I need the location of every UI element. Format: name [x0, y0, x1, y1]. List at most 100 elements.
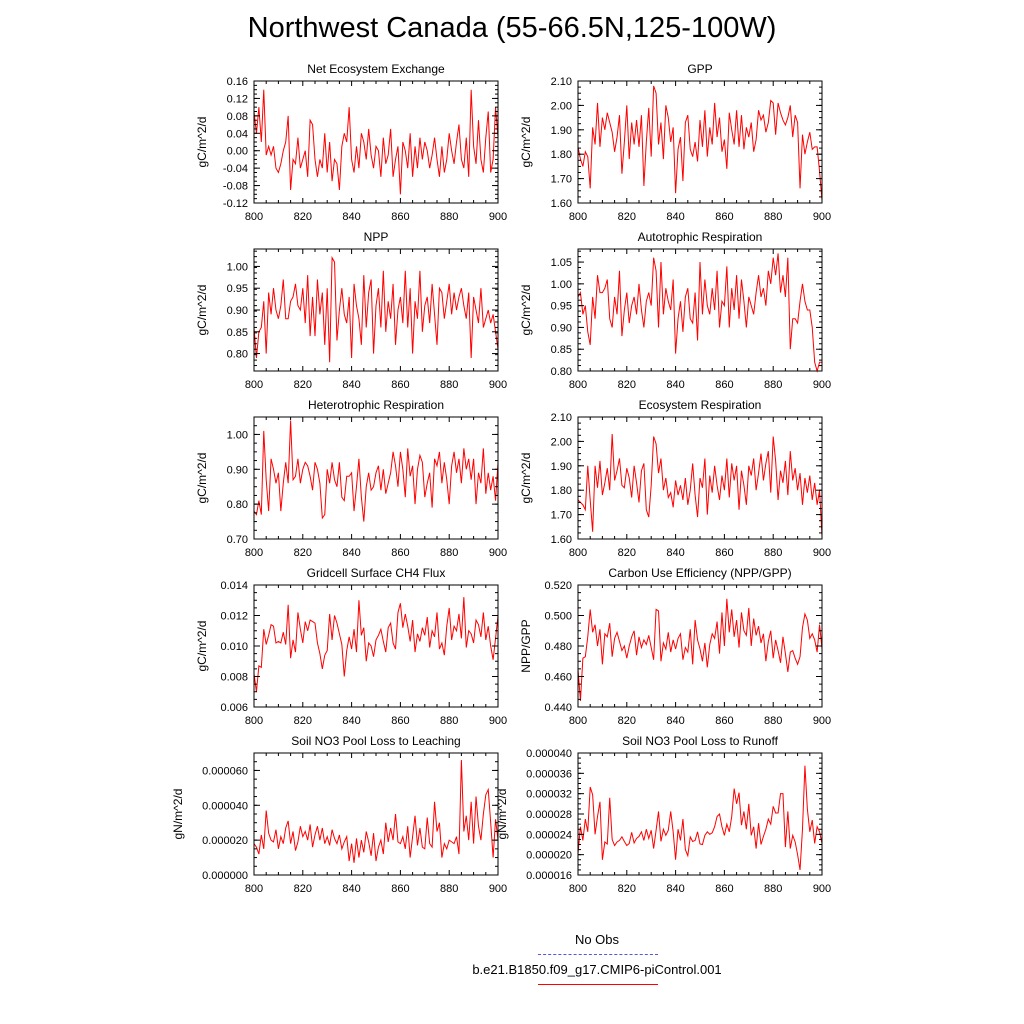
x-tick-label: 900 [813, 211, 831, 223]
series-line [253, 759, 499, 863]
y-tick-label: 0.08 [227, 111, 248, 123]
y-tick-label: 0.80 [551, 366, 572, 378]
plot-frame [577, 80, 823, 204]
x-tick-label: 840 [666, 547, 684, 559]
x-tick-label: 860 [715, 211, 733, 223]
chart-panel-10: 800 820 840 860 880 900 0.000016 0.000020 0.0000… [495, 734, 831, 895]
y-tick-label: 2.00 [551, 100, 572, 112]
y-tick-label: 0.520 [544, 580, 572, 592]
x-tick-label: 880 [764, 211, 782, 223]
x-tick-label: 880 [764, 547, 782, 559]
y-tick-label: 0.500 [544, 611, 572, 623]
x-tick-label: 880 [440, 379, 458, 391]
chart-title: Soil NO3 Pool Loss to Leaching [291, 734, 460, 748]
x-tick-label: 800 [245, 715, 263, 727]
x-tick-label: 800 [245, 211, 263, 223]
y-tick-label: 0.000000 [202, 870, 248, 882]
x-tick-label: 800 [245, 547, 263, 559]
x-tick-label: 880 [764, 379, 782, 391]
y-axis-label: gN/m^2/d [171, 789, 185, 840]
x-tick-label: 860 [715, 379, 733, 391]
x-tick-label: 900 [813, 379, 831, 391]
y-tick-label: 1.80 [551, 149, 572, 161]
y-tick-label: 0.80 [227, 499, 248, 511]
y-tick-label: 1.00 [551, 279, 572, 291]
chart-title: Ecosystem Respiration [639, 398, 762, 412]
x-tick-label: 820 [618, 715, 636, 727]
plot-frame [577, 752, 823, 876]
y-tick-label: 0.480 [544, 641, 572, 653]
y-tick-label: 1.05 [551, 257, 572, 269]
x-tick-label: 820 [618, 211, 636, 223]
x-tick-label: 800 [569, 715, 587, 727]
y-axis-label: gC/m^2/d [195, 285, 209, 336]
y-tick-label: 1.70 [551, 510, 572, 522]
series-line [253, 420, 499, 522]
x-tick-label: 900 [489, 883, 507, 895]
legend-model-line [538, 984, 658, 985]
y-tick-label: 0.90 [227, 464, 248, 476]
chart-title: Autotrophic Respiration [638, 230, 763, 244]
y-axis-label: gC/m^2/d [519, 285, 533, 336]
chart-panel-9: 800 820 840 860 880 900 0.000000 0.000020 0.0000… [171, 734, 507, 895]
y-tick-label: 0.000020 [202, 835, 248, 847]
y-tick-label: 0.000024 [526, 829, 572, 841]
x-tick-label: 860 [715, 547, 733, 559]
y-axis-label: gN/m^2/d [495, 789, 509, 840]
y-tick-label: 1.90 [551, 125, 572, 137]
x-tick-label: 860 [391, 883, 409, 895]
y-tick-label: 0.90 [551, 322, 572, 334]
x-tick-label: 900 [813, 715, 831, 727]
series-line [577, 434, 823, 537]
plot-frame [253, 584, 499, 708]
x-tick-label: 860 [715, 883, 733, 895]
x-tick-label: 820 [618, 883, 636, 895]
y-tick-label: 0.000020 [526, 850, 572, 862]
chart-title: Net Ecosystem Exchange [307, 62, 445, 76]
x-tick-label: 840 [342, 883, 360, 895]
y-tick-label: 1.00 [227, 429, 248, 441]
x-tick-label: 820 [618, 379, 636, 391]
x-tick-label: 880 [764, 883, 782, 895]
x-tick-label: 800 [569, 547, 587, 559]
y-tick-label: 0.000060 [202, 765, 248, 777]
y-axis-label: gC/m^2/d [519, 453, 533, 504]
y-tick-label: 0.95 [227, 283, 248, 295]
x-tick-label: 860 [391, 211, 409, 223]
legend-model-label: b.e21.B1850.f09_g17.CMIP6-piControl.001 [472, 962, 722, 977]
x-tick-label: 840 [666, 715, 684, 727]
y-tick-label: 1.60 [551, 534, 572, 546]
chart-panel-8: 800 820 840 860 880 900 0.440 0.460 0.480 0.500 0.… [519, 566, 831, 727]
page-title: Northwest Canada (55-66.5N,125-100W) [247, 12, 777, 44]
y-tick-label: 0.85 [551, 344, 572, 356]
y-axis-label: NPP/GPP [519, 619, 533, 672]
y-tick-label: 0.00 [227, 146, 248, 158]
y-axis-label: gC/m^2/d [195, 621, 209, 672]
y-tick-label: -0.04 [223, 163, 248, 175]
x-tick-label: 900 [813, 547, 831, 559]
x-tick-label: 820 [294, 547, 312, 559]
x-tick-label: 800 [569, 211, 587, 223]
x-tick-label: 900 [489, 211, 507, 223]
x-tick-label: 820 [294, 883, 312, 895]
x-tick-label: 840 [342, 379, 360, 391]
y-tick-label: 0.80 [227, 349, 248, 361]
y-tick-label: 0.000040 [526, 748, 572, 760]
y-axis-label: gC/m^2/d [195, 117, 209, 168]
x-tick-label: 860 [715, 715, 733, 727]
x-tick-label: 840 [666, 883, 684, 895]
x-tick-label: 840 [342, 547, 360, 559]
y-tick-label: 1.70 [551, 174, 572, 186]
y-axis-label: gC/m^2/d [195, 453, 209, 504]
plot-frame [577, 584, 823, 708]
x-tick-label: 820 [294, 715, 312, 727]
chart-panel-2: 800 820 840 860 880 900 1.60 1.70 1.80 1.90 2.00 2.… [519, 62, 831, 223]
x-tick-label: 820 [294, 379, 312, 391]
y-tick-label: 0.000028 [526, 809, 572, 821]
y-tick-label: 0.12 [227, 93, 248, 105]
x-tick-label: 900 [489, 379, 507, 391]
x-tick-label: 800 [569, 379, 587, 391]
series-line [577, 765, 823, 870]
y-tick-label: 1.90 [551, 461, 572, 473]
